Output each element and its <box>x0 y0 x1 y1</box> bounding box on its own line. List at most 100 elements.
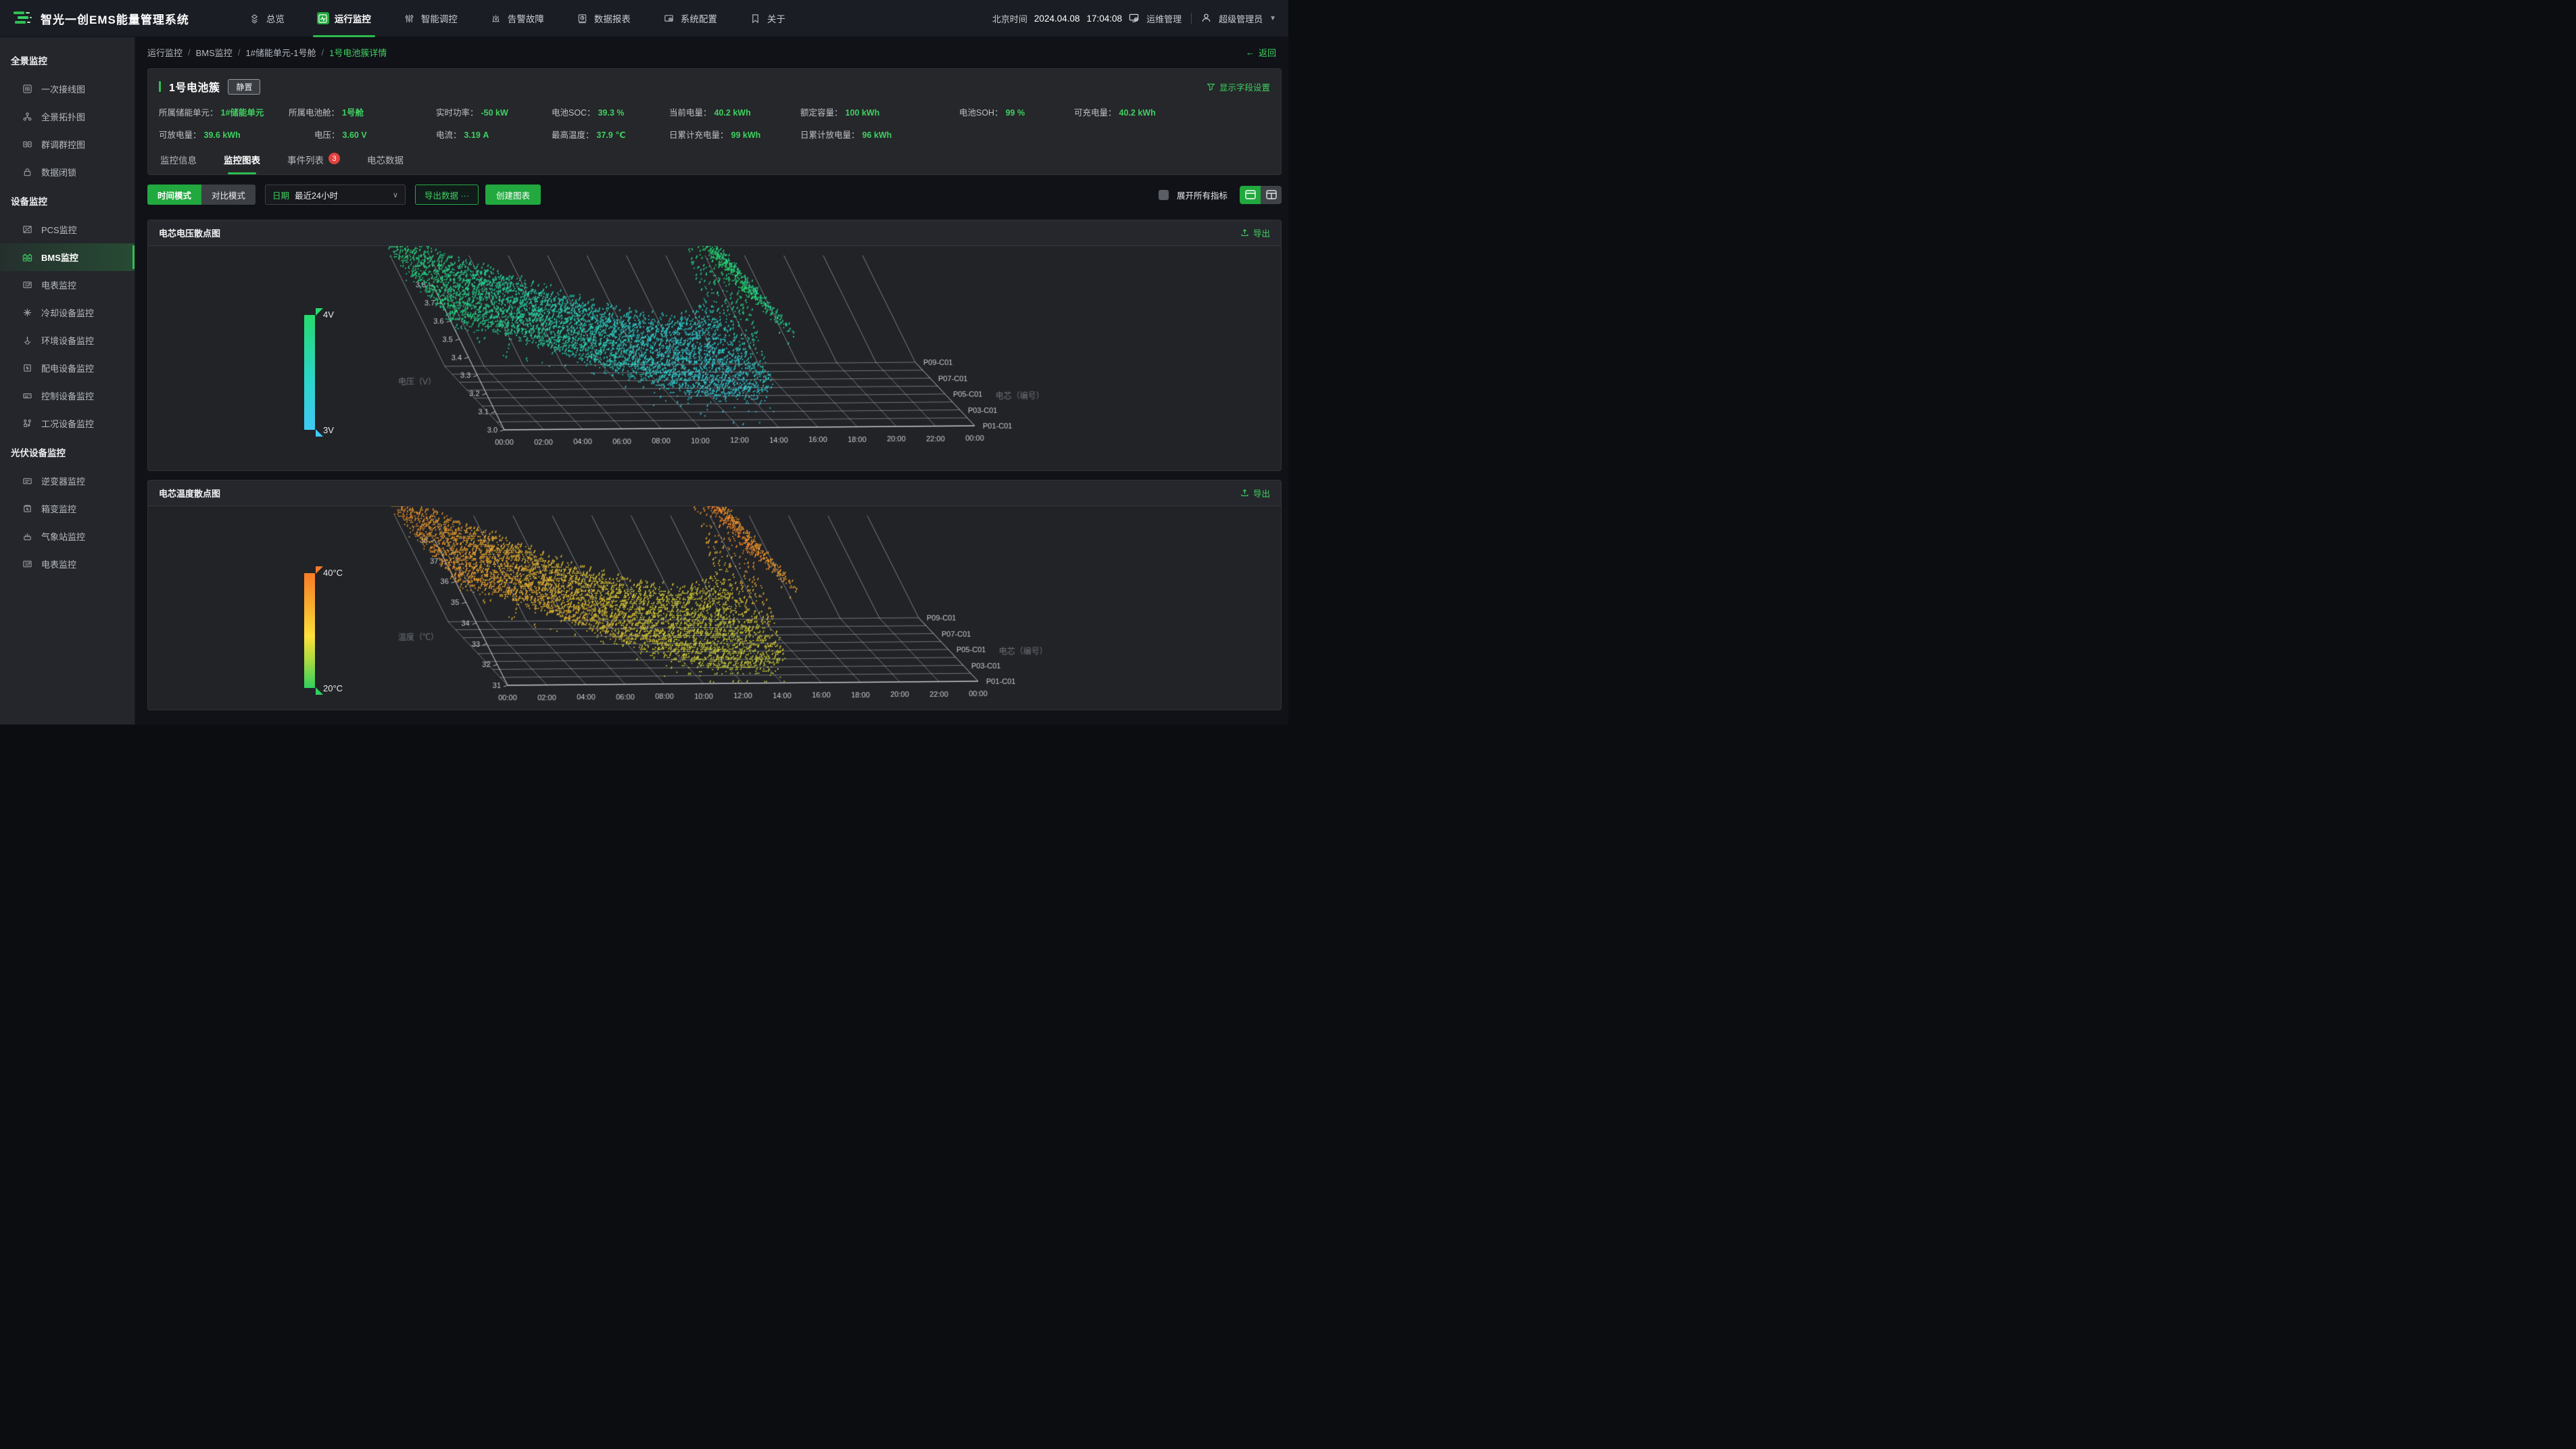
divider <box>1191 13 1192 24</box>
breadcrumb-item[interactable]: BMS监控 <box>195 47 233 58</box>
sidebar-item-boxtrans[interactable]: 箱变监控 <box>0 495 135 522</box>
colorbar-max-handle[interactable] <box>316 566 323 581</box>
colorbar-min-handle[interactable] <box>316 422 323 437</box>
nav-item-report[interactable]: 数据报表 <box>577 0 631 37</box>
sidebar-item-cond[interactable]: 工况设备监控 <box>0 410 135 437</box>
tab-监控图表[interactable]: 监控图表 <box>224 151 260 174</box>
sidebar-item-battery[interactable]: BMS监控 <box>0 243 135 271</box>
stat-label: 电池SOC： <box>552 108 596 118</box>
nav-item-overview[interactable]: 总览 <box>249 0 285 37</box>
stat-label: 电流： <box>436 130 462 140</box>
stat-label: 电池SOH： <box>959 108 1003 118</box>
sidebar-item-meter[interactable]: 电表监控 <box>0 271 135 299</box>
colorbar-min-label: 3V <box>323 425 334 435</box>
sidebar-item-ctrl[interactable]: 控制设备监控 <box>0 382 135 410</box>
page-title: 1号电池簇 <box>169 82 220 94</box>
toolbar-right: 展开所有指标 <box>1158 185 1282 204</box>
tab-监控信息[interactable]: 监控信息 <box>160 151 197 174</box>
back-button[interactable]: ← 返回 <box>1245 47 1276 58</box>
field-settings-button[interactable]: 显示字段设置 <box>1207 80 1270 93</box>
nav-item-label: 数据报表 <box>593 14 631 24</box>
sidebar-item-label: 箱变监控 <box>41 504 77 514</box>
export-icon <box>1241 489 1248 497</box>
sidebar-item-inverter[interactable]: 逆变器监控 <box>0 467 135 495</box>
stat-label: 所属电池舱： <box>289 108 340 118</box>
stat-value: -50 kW <box>481 108 508 118</box>
stat-value: 96 kWh <box>862 130 892 140</box>
stat-item: 所属储能单元： 1#储能单元 <box>159 105 289 118</box>
export-data-button[interactable]: 导出数据 ··· <box>415 185 479 205</box>
compare-mode-button[interactable]: 对比模式 <box>201 185 256 205</box>
breadcrumb-item[interactable]: 1#储能单元-1号舱 <box>245 47 316 58</box>
single-column-layout-button[interactable] <box>1240 185 1261 204</box>
sidebar-item-label: 群调群控图 <box>41 140 86 150</box>
inverter-icon <box>22 476 32 487</box>
breadcrumb-separator: / <box>188 47 191 57</box>
sidebar-item-label: 数据闭锁 <box>41 168 77 178</box>
overview-icon <box>249 12 261 24</box>
stat-label: 可充电量： <box>1074 108 1117 118</box>
split-layout-button[interactable] <box>1261 185 1282 204</box>
colorbar-min-label: 20°C <box>323 683 343 693</box>
stat-item: 电池SOC： 39.3 % <box>552 105 669 118</box>
stats-row-1: 所属储能单元： 1#储能单元 所属电池舱： 1号舱 实时功率： -50 kW 电池SOC： 3… <box>159 105 1270 118</box>
report-icon <box>577 12 589 24</box>
user-icon <box>1201 13 1212 24</box>
date-range-select[interactable]: 日期 最近24小时 ∨ <box>265 185 406 205</box>
sidebar-item-cooling[interactable]: 冷却设备监控 <box>0 299 135 326</box>
sidebar-item-label: 电表监控 <box>41 560 77 570</box>
stat-value: 40.2 kWh <box>714 108 751 118</box>
nav-item-alarm[interactable]: 告警故障 <box>490 0 544 37</box>
export-chart-button[interactable]: 导出 <box>1240 487 1270 499</box>
meter-icon <box>22 559 32 570</box>
stat-label: 电压： <box>314 130 340 140</box>
voltage-3d-scatter[interactable] <box>148 246 1281 470</box>
temperature-3d-scatter[interactable] <box>148 506 1281 710</box>
sidebar-section-title: 设备监控 <box>11 197 47 207</box>
stat-item: 电池SOH： 99 % <box>959 105 1074 118</box>
stat-item: 最高温度： 37.9 ℃ <box>552 128 669 141</box>
colorbar-max-handle[interactable] <box>316 308 323 323</box>
sidebar-item-topology[interactable]: 全景拓扑图 <box>0 103 135 130</box>
sidebar-item-weather[interactable]: 气象站监控 <box>0 522 135 550</box>
top-navbar: 智光一创EMS能量管理系统 总览 运行监控 智能调控 告警故障 数据报表 系统配置 关于 北… <box>0 0 1288 37</box>
sidebar-item-env[interactable]: 环境设备监控 <box>0 326 135 354</box>
breadcrumb-row: 运行监控 / BMS监控 / 1#储能单元-1号舱 / 1号电池簇详情 ← 返回 <box>135 37 1288 67</box>
breadcrumb: 运行监控 / BMS监控 / 1#储能单元-1号舱 / 1号电池簇详情 <box>147 46 387 59</box>
tab-label: 监控图表 <box>224 155 260 166</box>
tab-label: 监控信息 <box>160 155 197 166</box>
colorbar-min-handle[interactable] <box>316 680 323 695</box>
create-chart-button[interactable]: 创建图表 <box>485 185 541 205</box>
stat-value: 3.19 A <box>464 130 489 140</box>
nav-item-label: 系统配置 <box>680 14 717 24</box>
nav-item-about[interactable]: 关于 <box>750 0 785 37</box>
user-menu[interactable]: 超级管理员 <box>1219 14 1263 24</box>
sidebar-item-pcs[interactable]: PCS监控 <box>0 216 135 243</box>
chart-area: 4V 3V <box>148 246 1281 470</box>
sidebar-item-label: BMS监控 <box>41 253 78 263</box>
time-mode-button[interactable]: 时间模式 <box>147 185 202 205</box>
colorbar-gradient <box>304 573 315 688</box>
sidebar-item-cluster[interactable]: 群调群控图 <box>0 130 135 158</box>
nav-item-config[interactable]: 系统配置 <box>663 0 717 37</box>
mode-segmented-control: 时间模式 对比模式 <box>147 185 256 205</box>
sidebar-item-power[interactable]: 配电设备监控 <box>0 354 135 382</box>
sidebar-item-label: 逆变器监控 <box>41 476 86 487</box>
sidebar-item-wiring[interactable]: 一次接线图 <box>0 75 135 103</box>
weather-icon <box>22 531 32 542</box>
ops-management-link[interactable]: 运维管理 <box>1146 14 1182 24</box>
stat-value: 99 kWh <box>731 130 761 140</box>
expand-all-checkbox[interactable] <box>1158 189 1169 200</box>
nav-item-dispatch[interactable]: 智能调控 <box>404 0 458 37</box>
sidebar-item-meter[interactable]: 电表监控 <box>0 550 135 578</box>
tab-事件列表[interactable]: 事件列表 3 <box>287 151 340 174</box>
sidebar-item-lock[interactable]: 数据闭锁 <box>0 158 135 186</box>
breadcrumb-item[interactable]: 1号电池簇详情 <box>329 47 387 58</box>
stat-label: 当前电量： <box>669 108 712 118</box>
breadcrumb-item[interactable]: 运行监控 <box>147 47 183 58</box>
export-chart-button[interactable]: 导出 <box>1240 226 1270 239</box>
cluster-icon <box>22 139 32 150</box>
nav-item-monitor[interactable]: 运行监控 <box>312 0 375 37</box>
expand-all-label: 展开所有指标 <box>1176 191 1228 201</box>
tab-电芯数据[interactable]: 电芯数据 <box>367 151 404 174</box>
